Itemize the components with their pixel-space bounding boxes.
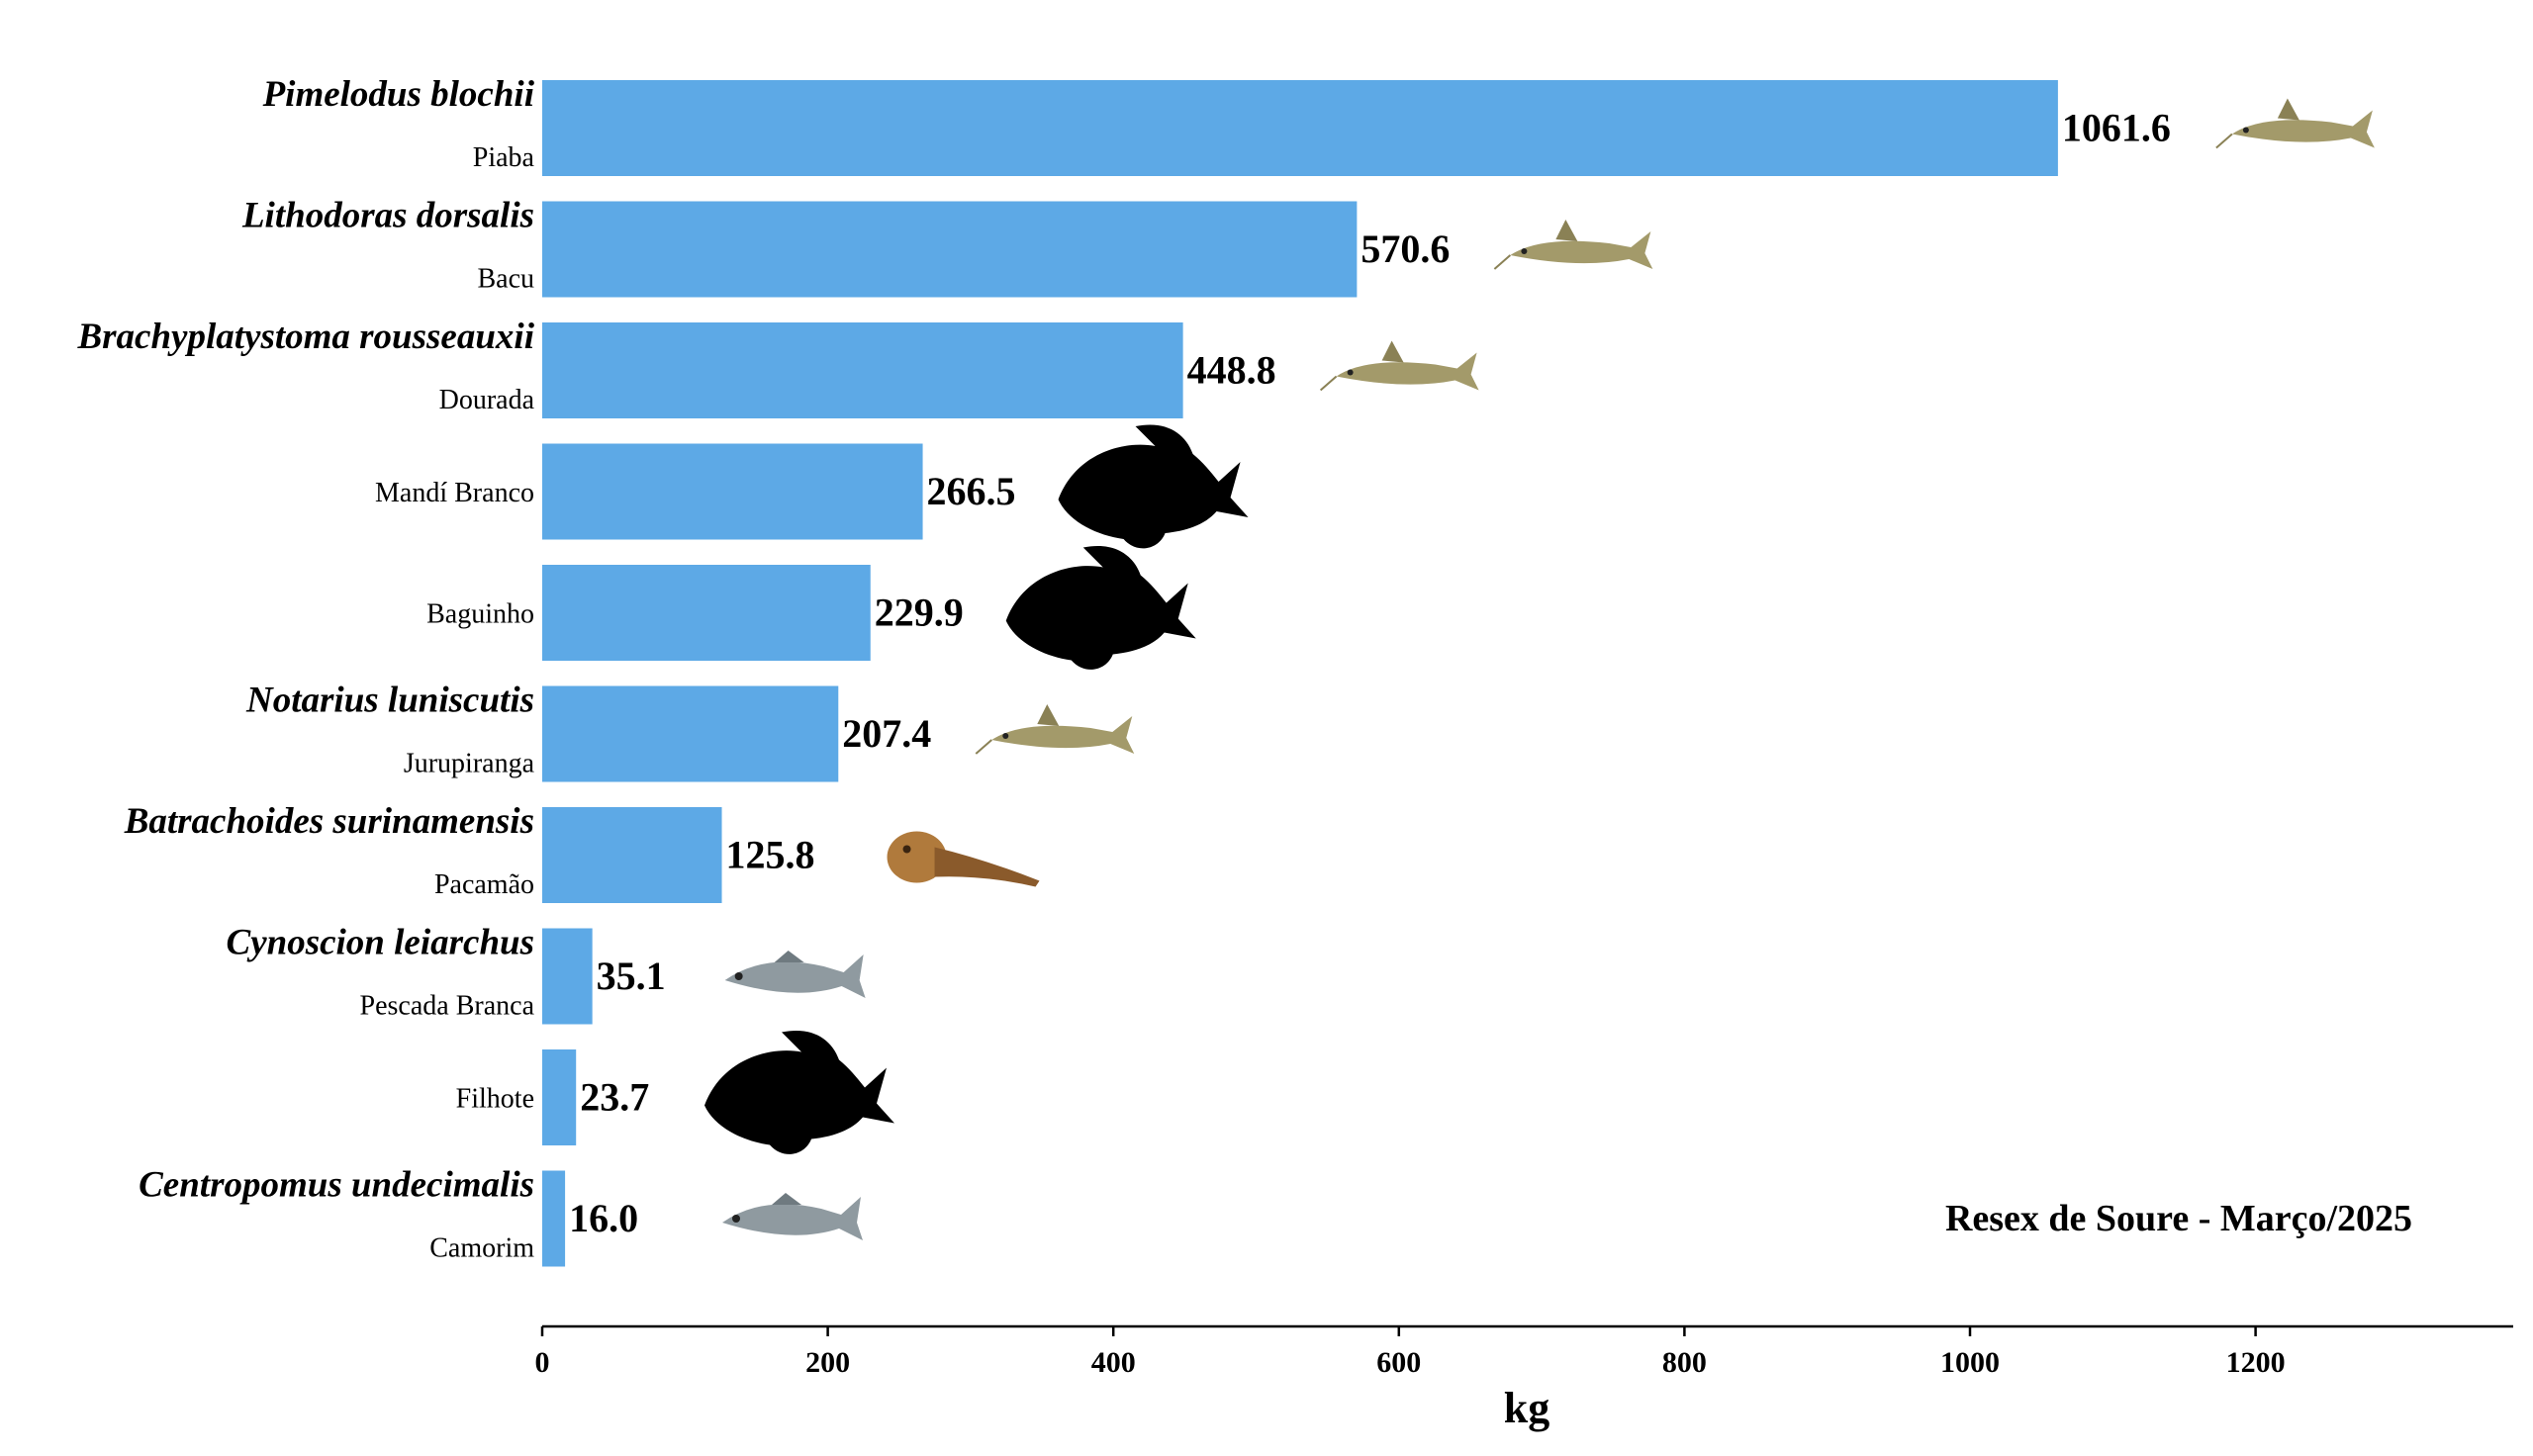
x-tick-label: 200 bbox=[805, 1346, 850, 1379]
bar-row: 35.1 Cynoscion leiarchus Pescada Branca bbox=[227, 923, 866, 1025]
fish-silhouette-icon bbox=[704, 1030, 894, 1154]
chart-annotation: Resex de Soure - Março/2025 bbox=[1945, 1198, 2412, 1239]
x-tick-label: 400 bbox=[1091, 1346, 1136, 1379]
toadfish-photo-icon bbox=[887, 831, 1040, 887]
bar-value-label: 16.0 bbox=[569, 1196, 638, 1240]
bars-layer: 1061.6 Pimelodus blochii Piaba 570.6 Lithodo… bbox=[76, 74, 2375, 1267]
catfish-barbel bbox=[1319, 375, 1338, 392]
species-common-name: Mandí Branco bbox=[375, 478, 534, 508]
species-scientific-name: Pimelodus blochii bbox=[262, 74, 535, 115]
species-scientific-name: Centropomus undecimalis bbox=[139, 1165, 534, 1206]
catfish-eye bbox=[1347, 369, 1354, 376]
catfish-eye bbox=[1002, 733, 1009, 739]
bar-value-label: 1061.6 bbox=[2062, 106, 2171, 150]
species-common-name: Piaba bbox=[473, 142, 535, 173]
bar-value-label: 570.6 bbox=[1360, 227, 1450, 271]
catfish-body bbox=[1510, 231, 1653, 269]
bar bbox=[542, 685, 839, 782]
catfish-eye bbox=[2242, 127, 2249, 134]
fish-dorsal-fin bbox=[772, 1193, 801, 1205]
catfish-barbel bbox=[2215, 133, 2233, 149]
bar bbox=[542, 807, 722, 903]
fish-body bbox=[722, 1197, 863, 1240]
bar-row: 1061.6 Pimelodus blochii Piaba bbox=[262, 74, 2375, 176]
species-common-name: Bacu bbox=[477, 264, 534, 295]
species-common-name: Jurupiranga bbox=[404, 749, 535, 779]
bar bbox=[542, 565, 871, 661]
bar bbox=[542, 928, 593, 1025]
bar-row: 16.0 Centropomus undecimalis Camorim bbox=[139, 1165, 863, 1267]
species-scientific-name: Cynoscion leiarchus bbox=[227, 923, 534, 963]
catfish-dorsal-fin bbox=[1555, 220, 1578, 241]
fish-body bbox=[724, 955, 866, 998]
x-tick-label: 1200 bbox=[2226, 1346, 2286, 1379]
bar bbox=[542, 80, 2058, 176]
catfish-eye bbox=[1521, 248, 1528, 254]
bar-value-label: 448.8 bbox=[1187, 348, 1276, 393]
fish-silhouette-icon bbox=[1058, 424, 1249, 549]
x-axis: 0 200 400 600 800 1000 1200 bbox=[535, 1324, 2513, 1379]
bar-value-label: 266.5 bbox=[927, 469, 1016, 513]
species-scientific-name: Brachyplatystoma rousseauxii bbox=[76, 317, 534, 357]
species-common-name: Pacamão bbox=[434, 869, 534, 900]
bar-value-label: 229.9 bbox=[875, 591, 964, 635]
species-common-name: Baguinho bbox=[426, 599, 534, 630]
catfish-dorsal-fin bbox=[1381, 340, 1404, 363]
bar-value-label: 23.7 bbox=[580, 1075, 649, 1120]
bar-row: 229.9 Baguinho bbox=[426, 545, 1196, 670]
x-tick-label: 1000 bbox=[1940, 1346, 2000, 1379]
species-common-name: Filhote bbox=[456, 1084, 534, 1115]
toadfish-head bbox=[887, 831, 947, 883]
fish-silhouette-icon bbox=[1005, 545, 1196, 670]
x-tick-label: 600 bbox=[1376, 1346, 1421, 1379]
bar bbox=[542, 1170, 566, 1267]
bar-row: 23.7 Filhote bbox=[456, 1030, 894, 1154]
catfish-photo-icon bbox=[2215, 98, 2375, 149]
fish-eye bbox=[734, 972, 743, 980]
bar-row: 570.6 Lithodoras dorsalis Bacu bbox=[241, 196, 1653, 298]
toadfish-eye bbox=[902, 845, 911, 854]
catfish-body bbox=[991, 716, 1135, 754]
bar-row: 125.8 Batrachoides surinamensis Pacamão bbox=[124, 801, 1040, 903]
x-axis-label: kg bbox=[1504, 1384, 1549, 1432]
catfish-body bbox=[2231, 110, 2375, 148]
catfish-barbel bbox=[1493, 254, 1512, 270]
catfish-body bbox=[1336, 352, 1479, 391]
fish-dorsal-fin bbox=[774, 951, 804, 962]
species-common-name: Camorim bbox=[429, 1233, 534, 1264]
toadfish-tail bbox=[934, 847, 1040, 887]
catfish-dorsal-fin bbox=[2277, 98, 2299, 121]
x-tick-label: 800 bbox=[1662, 1346, 1707, 1379]
bar-row: 448.8 Brachyplatystoma rousseauxii Dourada bbox=[76, 317, 1479, 418]
bar bbox=[542, 322, 1183, 418]
species-scientific-name: Batrachoides surinamensis bbox=[124, 801, 534, 842]
bar bbox=[542, 1049, 577, 1145]
bar-row: 207.4 Notarius luniscutis Jurupiranga bbox=[245, 681, 1135, 782]
catfish-barbel bbox=[975, 739, 992, 755]
bar-row: 266.5 Mandí Branco bbox=[375, 424, 1249, 549]
catfish-dorsal-fin bbox=[1037, 704, 1060, 726]
fish-eye bbox=[732, 1215, 740, 1223]
x-tick-label: 0 bbox=[535, 1346, 550, 1379]
catfish-photo-icon bbox=[975, 704, 1135, 755]
fish-photo-icon bbox=[724, 951, 866, 998]
species-scientific-name: Notarius luniscutis bbox=[245, 681, 534, 721]
bar bbox=[542, 201, 1358, 298]
species-scientific-name: Lithodoras dorsalis bbox=[241, 196, 534, 236]
bar-value-label: 125.8 bbox=[726, 833, 815, 877]
bar-value-label: 35.1 bbox=[597, 954, 666, 998]
species-common-name: Dourada bbox=[439, 385, 535, 415]
fish-photo-icon bbox=[722, 1193, 863, 1240]
species-common-name: Pescada Branca bbox=[360, 991, 535, 1022]
catfish-photo-icon bbox=[1319, 340, 1479, 392]
bar-value-label: 207.4 bbox=[842, 711, 931, 756]
catfish-photo-icon bbox=[1493, 220, 1653, 270]
bar bbox=[542, 443, 923, 540]
